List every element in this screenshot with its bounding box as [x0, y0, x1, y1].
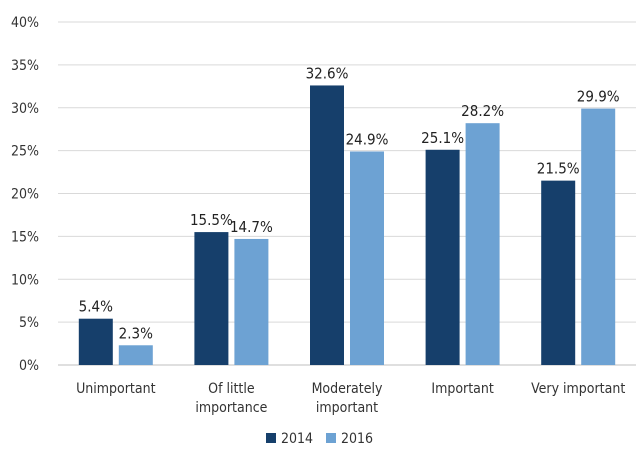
y-tick-label: 30% [11, 101, 39, 117]
legend-swatch [326, 433, 336, 443]
x-tick-label: important [316, 400, 378, 416]
y-tick-label: 15% [11, 229, 39, 245]
legend: 2014 2016 [266, 431, 373, 447]
y-axis: 0% 5% 10% 15% 20% 25% 30% 35% 40% [11, 15, 39, 374]
data-label: 25.1% [421, 129, 464, 147]
y-tick-label: 10% [11, 272, 39, 288]
x-axis: Unimportant Of little importance Moderately… [76, 381, 625, 416]
y-tick-label: 35% [11, 58, 39, 74]
bar-2016-3 [465, 123, 500, 365]
bar-2016-0 [118, 345, 153, 365]
legend-label: 2016 [341, 431, 373, 447]
legend-swatch [266, 433, 276, 443]
x-tick-label: Of little [208, 381, 255, 397]
data-label: 24.9% [346, 130, 389, 148]
data-label: 14.7% [230, 218, 273, 236]
bar-2014-4 [541, 180, 576, 365]
bar-2016-4 [581, 108, 616, 366]
data-label: 29.9% [577, 88, 620, 106]
x-tick-label: Very important [531, 381, 625, 397]
bar-2014-2 [310, 85, 344, 365]
bars: 5.4% 2.3% 15.5%14.7% 32.6% 24.9% 25.1% 28.2% 21… [78, 64, 620, 366]
data-label: 28.2% [461, 102, 504, 120]
x-tick-label: importance [195, 400, 267, 416]
bar-2016-2 [350, 151, 384, 365]
y-tick-label: 20% [11, 187, 39, 203]
y-tick-label: 40% [11, 15, 39, 31]
y-tick-label: 25% [11, 144, 39, 160]
bar-2014-1 [194, 232, 229, 365]
data-label: 32.6% [306, 64, 349, 82]
bar-2014-0 [78, 318, 113, 365]
y-tick-label: 0% [19, 358, 39, 374]
legend-label: 2014 [281, 431, 313, 447]
x-tick-label: Important [431, 381, 493, 397]
x-tick-label: Unimportant [76, 381, 155, 397]
data-label: 5.4% [79, 298, 113, 316]
data-label: 15.5% [190, 211, 233, 229]
data-label: 21.5% [537, 160, 580, 178]
bar-2016-1 [234, 238, 269, 365]
data-label: 2.3% [119, 324, 153, 342]
x-tick-label: Moderately [312, 381, 383, 397]
gridlines [58, 21, 636, 366]
bar-2014-3 [425, 149, 460, 365]
y-tick-label: 5% [19, 315, 39, 331]
